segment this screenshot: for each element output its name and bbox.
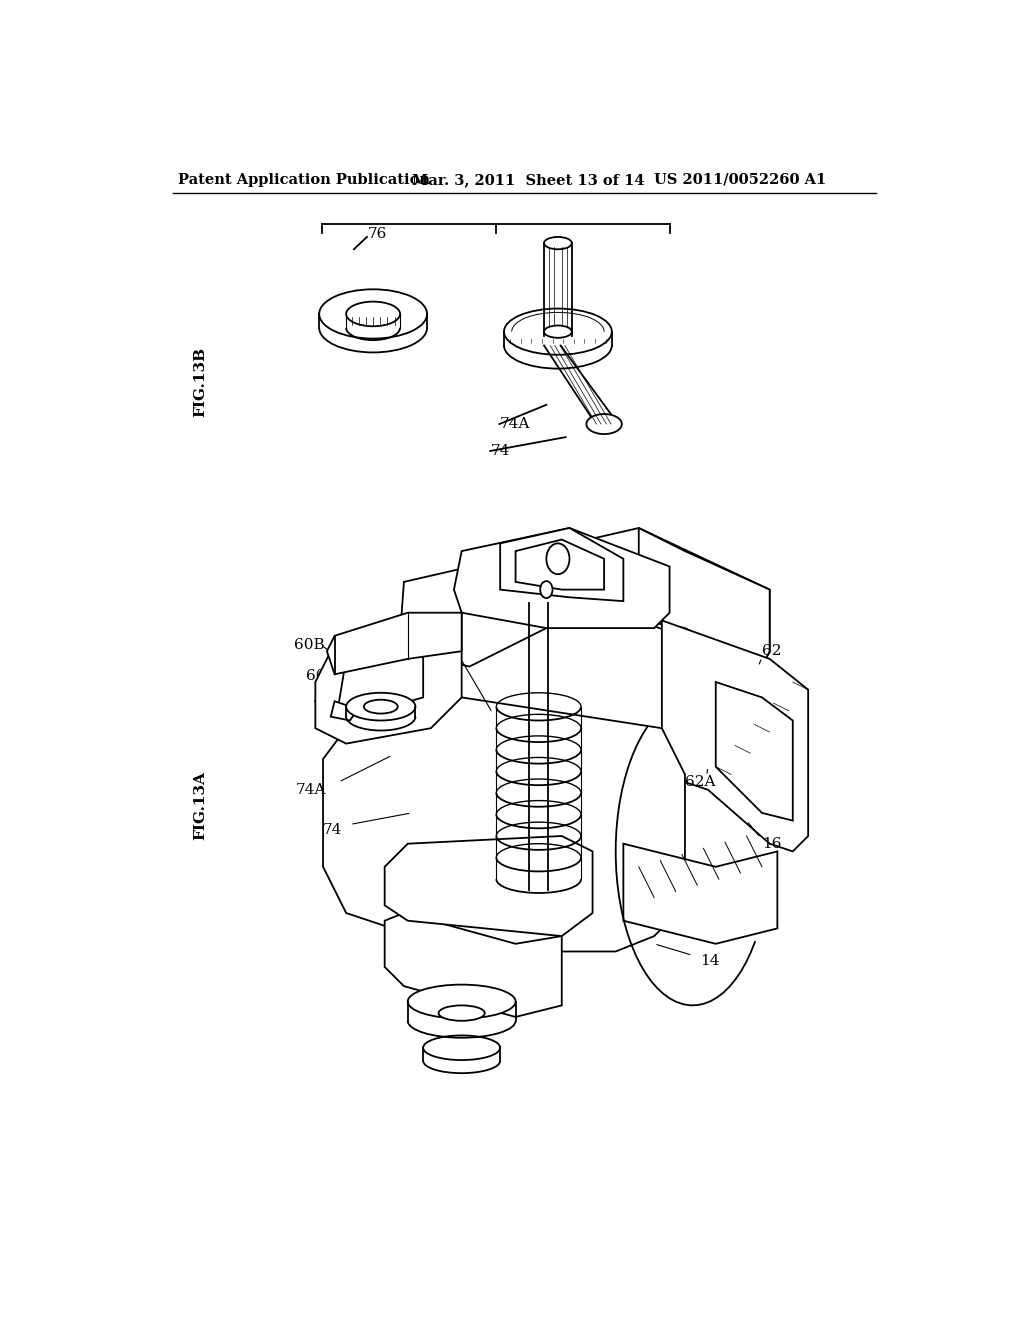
Text: FIG.13A: FIG.13A [193,771,207,840]
Polygon shape [662,620,808,851]
Ellipse shape [504,309,611,355]
Ellipse shape [587,414,622,434]
Ellipse shape [438,1006,484,1020]
Text: Mar. 3, 2011  Sheet 13 of 14: Mar. 3, 2011 Sheet 13 of 14 [412,173,644,187]
Text: 76: 76 [313,700,333,714]
Text: 16: 16 [762,837,781,850]
Polygon shape [385,913,562,1016]
Ellipse shape [346,693,416,721]
Polygon shape [454,528,670,628]
Polygon shape [639,528,770,667]
Ellipse shape [544,238,571,249]
Text: US 2011/0052260 A1: US 2011/0052260 A1 [654,173,826,187]
Ellipse shape [319,289,427,339]
Text: 66: 66 [429,634,449,648]
Ellipse shape [547,544,569,574]
Polygon shape [716,682,793,821]
Ellipse shape [364,700,397,714]
Text: 74: 74 [323,822,342,837]
Text: 66A: 66A [488,590,519,605]
Polygon shape [400,528,770,667]
Polygon shape [500,528,624,601]
Text: 74A: 74A [500,417,530,432]
Text: 62: 62 [762,644,781,659]
Text: Patent Application Publication: Patent Application Publication [178,173,430,187]
Text: 66B: 66B [306,669,337,682]
Polygon shape [331,701,357,721]
Text: 76: 76 [368,227,387,240]
Text: 74: 74 [490,444,510,458]
Text: 14: 14 [700,954,720,968]
Text: 74A: 74A [296,783,327,797]
Polygon shape [323,697,685,952]
Polygon shape [339,636,423,713]
Polygon shape [385,836,593,936]
Ellipse shape [408,985,515,1019]
Ellipse shape [541,581,553,598]
Polygon shape [624,843,777,944]
Polygon shape [515,540,604,590]
Text: 62A: 62A [685,775,716,789]
Polygon shape [327,612,462,675]
Polygon shape [315,612,462,743]
Ellipse shape [544,326,571,338]
Text: FIG.13B: FIG.13B [193,347,207,417]
Ellipse shape [346,301,400,326]
Text: 60B: 60B [294,638,325,652]
